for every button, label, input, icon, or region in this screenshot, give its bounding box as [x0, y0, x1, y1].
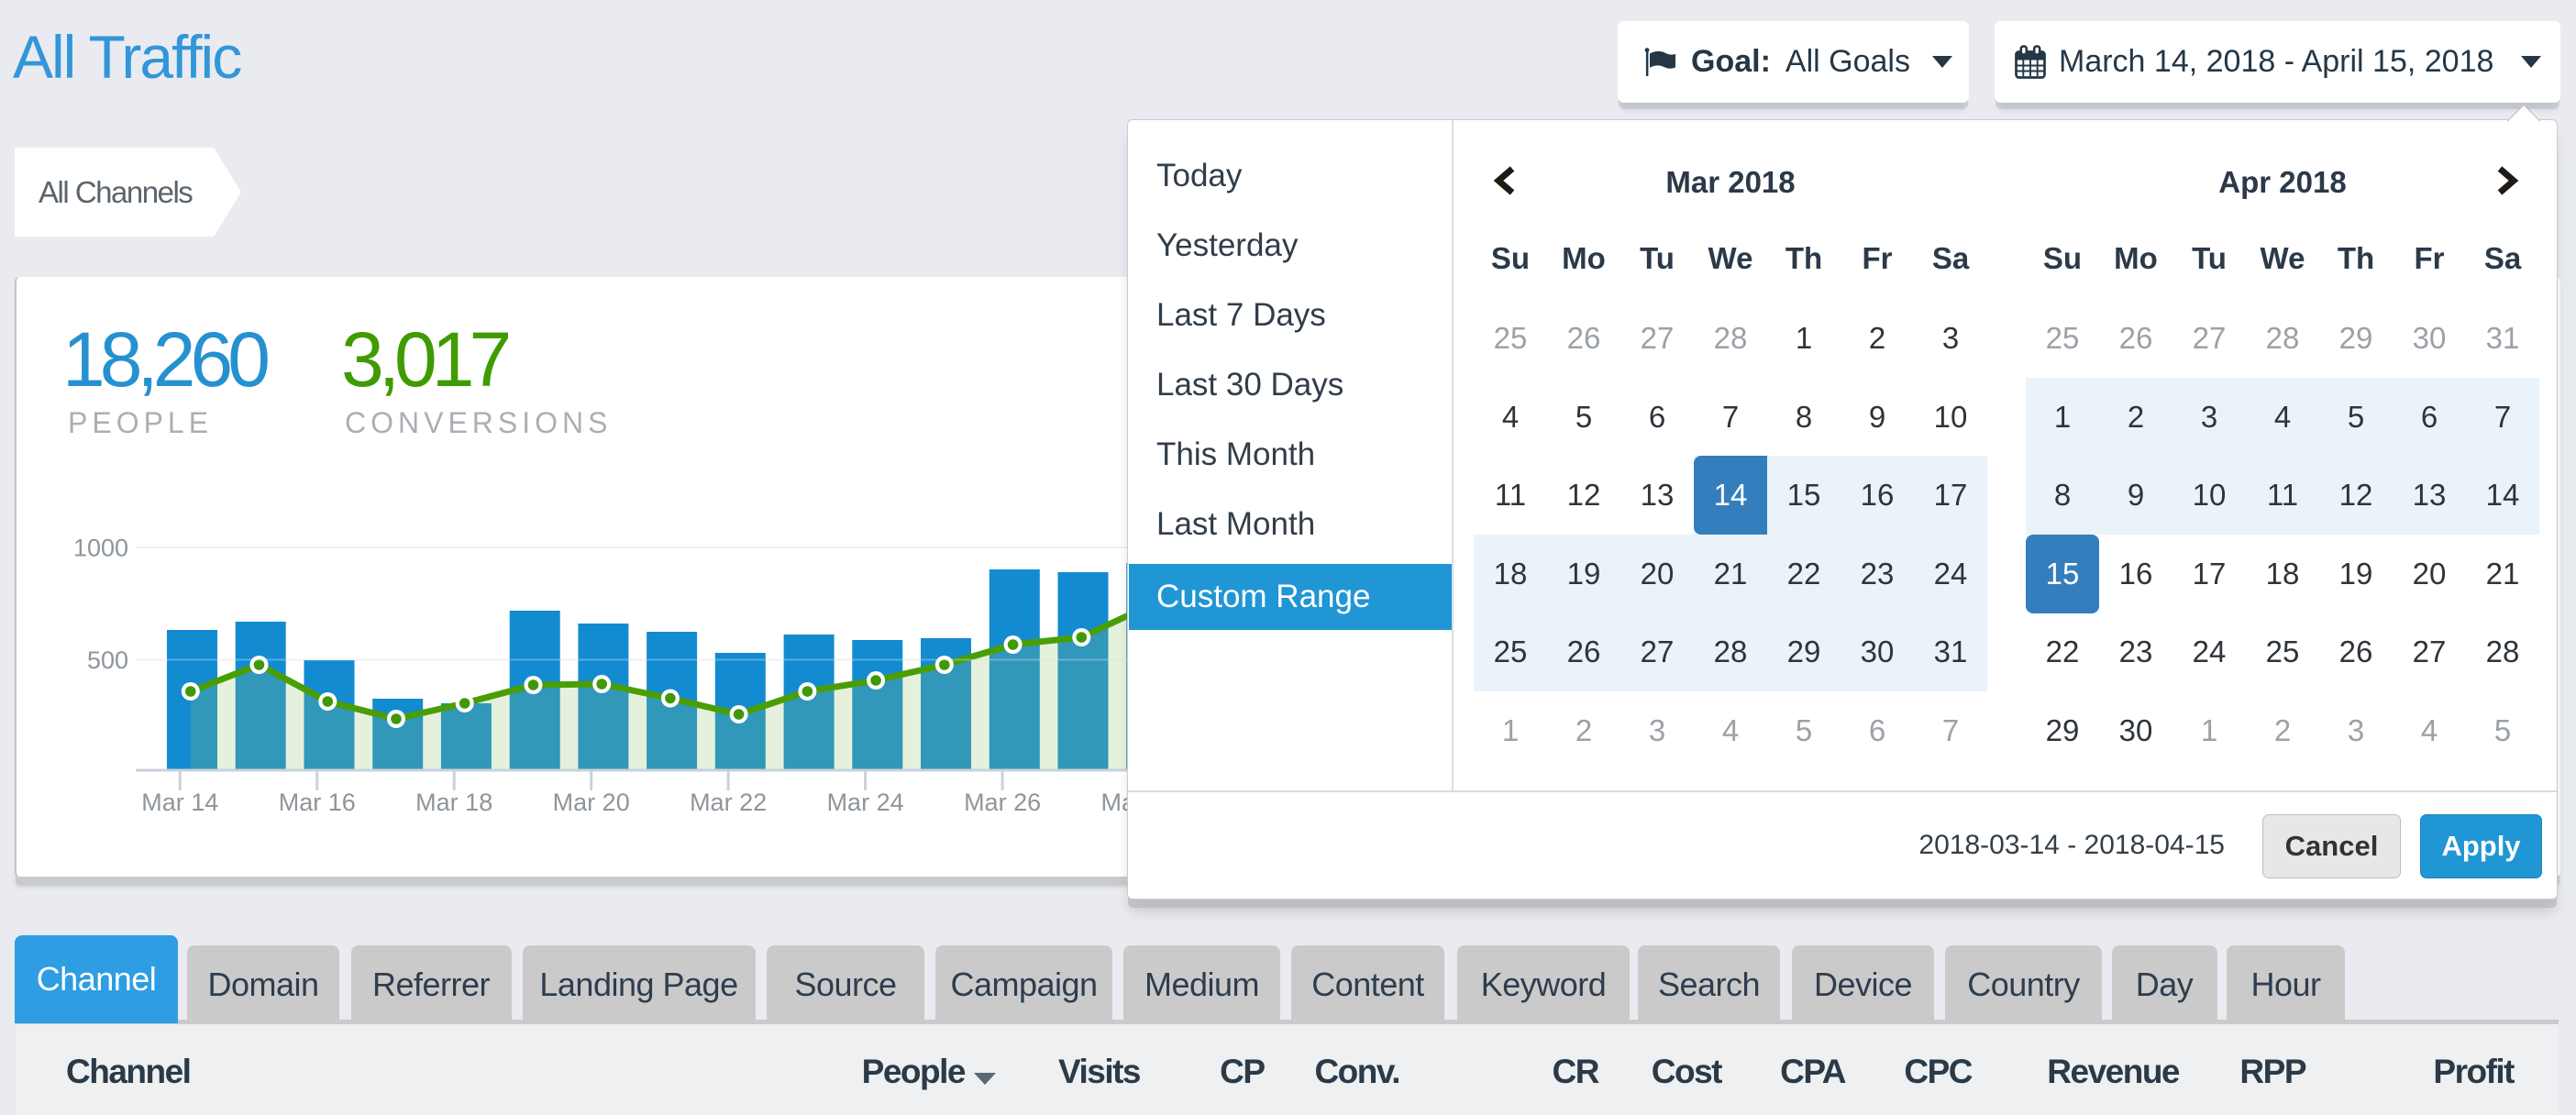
svg-text:Mar 16: Mar 16 [279, 789, 356, 816]
svg-text:Mar 14: Mar 14 [141, 789, 218, 816]
svg-text:Mar 26: Mar 26 [964, 789, 1041, 816]
svg-text:500: 500 [87, 646, 128, 674]
svg-text:Mar 24: Mar 24 [827, 789, 904, 816]
svg-text:Mar 20: Mar 20 [553, 789, 630, 816]
svg-text:1000: 1000 [73, 535, 128, 562]
svg-text:Mar 22: Mar 22 [690, 789, 767, 816]
svg-text:Mar 18: Mar 18 [415, 789, 492, 816]
